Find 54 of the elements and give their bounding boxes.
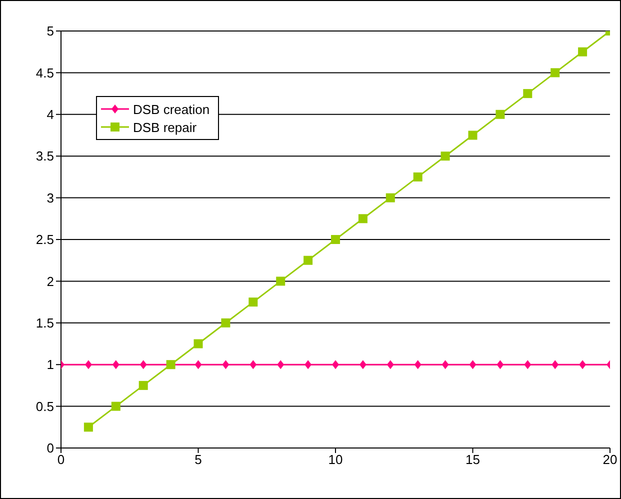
- legend-label: DSB repair: [133, 120, 197, 134]
- point: [359, 360, 366, 370]
- point: [442, 360, 449, 370]
- y-tick-label: 1.5: [36, 316, 54, 331]
- point: [138, 380, 148, 390]
- y-tick-label: 4: [46, 107, 54, 122]
- point: [578, 47, 588, 56]
- y-tick-label: 2: [46, 274, 54, 289]
- point: [413, 172, 422, 182]
- point: [194, 360, 202, 370]
- x-tick-label: 10: [328, 452, 343, 468]
- point: [84, 422, 93, 432]
- point: [276, 276, 286, 286]
- point: [194, 339, 203, 348]
- point: [440, 152, 450, 161]
- point: [552, 360, 559, 370]
- point: [469, 360, 476, 370]
- point: [84, 360, 92, 370]
- point: [496, 110, 505, 119]
- y-tick-label: 5: [46, 24, 54, 39]
- x-tick-label: 15: [466, 452, 480, 468]
- y-tick-label: 3.5: [36, 148, 54, 164]
- point: [496, 360, 504, 370]
- point: [579, 360, 586, 370]
- x-tick-label: 20: [602, 452, 618, 468]
- point: [468, 130, 478, 140]
- point: [524, 360, 532, 370]
- y-tick-label: 0.5: [36, 398, 54, 414]
- legend-label: DSB creation: [133, 102, 210, 116]
- point: [221, 318, 230, 328]
- point: [222, 360, 230, 370]
- point: [386, 360, 394, 370]
- point: [248, 298, 258, 307]
- point: [304, 360, 312, 370]
- point: [358, 214, 368, 224]
- point: [414, 360, 422, 370]
- point: [304, 256, 313, 265]
- y-tick-label: 3: [46, 190, 54, 206]
- y-tick-label: 4.5: [36, 65, 54, 80]
- point: [332, 360, 339, 370]
- point: [277, 360, 284, 370]
- point: [112, 360, 120, 370]
- point: [331, 235, 340, 244]
- y-tick-label: 2.5: [36, 232, 54, 248]
- y-tick-label: 1: [46, 357, 54, 372]
- point: [386, 193, 395, 202]
- point: [140, 360, 147, 370]
- point: [111, 402, 120, 411]
- x-tick-label: 5: [194, 452, 202, 468]
- y-tick-label: 0: [46, 440, 54, 456]
- point: [250, 360, 257, 370]
- point: [550, 68, 560, 78]
- point: [523, 89, 532, 98]
- x-tick-label: 0: [57, 452, 65, 468]
